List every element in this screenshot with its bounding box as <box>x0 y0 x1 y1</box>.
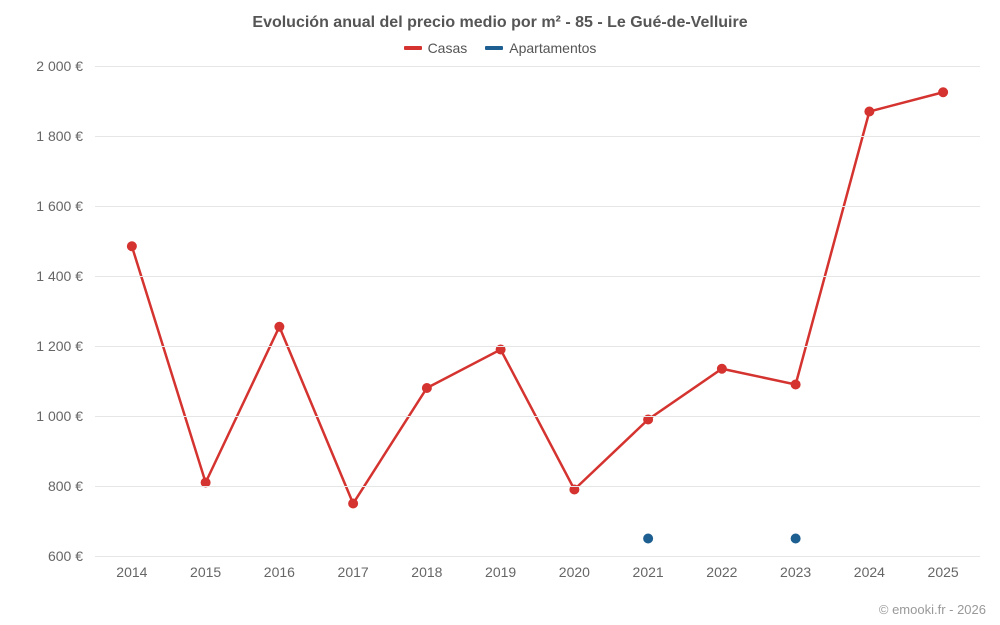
x-axis-tick-label-2021: 2021 <box>633 564 664 580</box>
casas-legend-swatch <box>404 46 422 50</box>
y-axis-labels: 600 €800 €1 000 €1 200 €1 400 €1 600 €1 … <box>20 66 95 556</box>
x-axis-tick-label-2019: 2019 <box>485 564 516 580</box>
casas-points-group: Casas 2014: 1485 €Casas 2015: 810 €Casas… <box>127 87 948 508</box>
gridline <box>95 136 980 137</box>
apartamentos-legend-swatch <box>485 46 503 50</box>
plot-canvas: Casas 2014: 1485 €Casas 2015: 810 €Casas… <box>95 66 980 556</box>
y-axis-tick-label: 1 400 € <box>36 268 83 284</box>
gridline <box>95 206 980 207</box>
y-axis-tick-label: 2 000 € <box>36 58 83 74</box>
gridline <box>95 486 980 487</box>
casas-data-point-2025[interactable]: Casas 2025: 1925 € <box>938 87 948 97</box>
legend: Casas Apartamentos <box>0 40 1000 56</box>
apartamentos-data-point-2021[interactable]: Apartamentos 2021: 650 € <box>643 534 653 544</box>
x-axis-tick-label-2025: 2025 <box>928 564 959 580</box>
x-axis-tick-label-2020: 2020 <box>559 564 590 580</box>
casas-legend-label: Casas <box>428 40 468 56</box>
x-axis-tick-label-2017: 2017 <box>338 564 369 580</box>
casas-data-point-2022[interactable]: Casas 2022: 1135 € <box>717 364 727 374</box>
chart-title: Evolución anual del precio medio por m² … <box>0 0 1000 32</box>
y-axis-tick-label: 1 000 € <box>36 408 83 424</box>
gridline <box>95 416 980 417</box>
x-axis-labels: 2014 2015 2016 2017 2018 2019 2020 2021 2022 2023… <box>95 564 980 594</box>
chart-container: Evolución anual del precio medio por m² … <box>0 0 1000 625</box>
x-axis-tick-label-2014: 2014 <box>116 564 147 580</box>
y-axis-tick-label: 600 € <box>48 548 83 564</box>
casas-data-point-2016[interactable]: Casas 2016: 1255 € <box>274 322 284 332</box>
x-axis-tick-label-2016: 2016 <box>264 564 295 580</box>
gridline <box>95 276 980 277</box>
casas-data-point-2024[interactable]: Casas 2024: 1870 € <box>864 107 874 117</box>
casas-data-point-2014[interactable]: Casas 2014: 1485 € <box>127 241 137 251</box>
line-chart-svg: Casas 2014: 1485 €Casas 2015: 810 €Casas… <box>95 66 980 556</box>
x-axis-tick-label-2024: 2024 <box>854 564 885 580</box>
x-axis-tick-label-2023: 2023 <box>780 564 811 580</box>
x-axis-tick-label-2022: 2022 <box>706 564 737 580</box>
gridline <box>95 66 980 67</box>
legend-item-apartamentos[interactable]: Apartamentos <box>485 40 596 56</box>
casas-line[interactable] <box>132 92 943 503</box>
apartamentos-points-group: Apartamentos 2021: 650 € Apartamentos 202… <box>643 534 801 544</box>
apartamentos-data-point-2023[interactable]: Apartamentos 2023: 650 € <box>791 534 801 544</box>
casas-data-point-2017[interactable]: Casas 2017: 750 € <box>348 499 358 509</box>
apartamentos-legend-label: Apartamentos <box>509 40 596 56</box>
gridline <box>95 556 980 557</box>
gridline <box>95 346 980 347</box>
casas-data-point-2018[interactable]: Casas 2018: 1080 € <box>422 383 432 393</box>
y-axis-tick-label: 1 600 € <box>36 198 83 214</box>
y-axis-tick-label: 1 200 € <box>36 338 83 354</box>
casas-data-point-2023[interactable]: Casas 2023: 1090 € <box>791 380 801 390</box>
y-axis-tick-label: 800 € <box>48 478 83 494</box>
x-axis-tick-label-2015: 2015 <box>190 564 221 580</box>
legend-item-casas[interactable]: Casas <box>404 40 468 56</box>
y-axis-tick-label: 1 800 € <box>36 128 83 144</box>
plot-area: 600 €800 €1 000 €1 200 €1 400 €1 600 €1 … <box>20 66 980 556</box>
x-axis-tick-label-2018: 2018 <box>411 564 442 580</box>
footer-text: © emooki.fr - 2026 <box>879 602 986 617</box>
